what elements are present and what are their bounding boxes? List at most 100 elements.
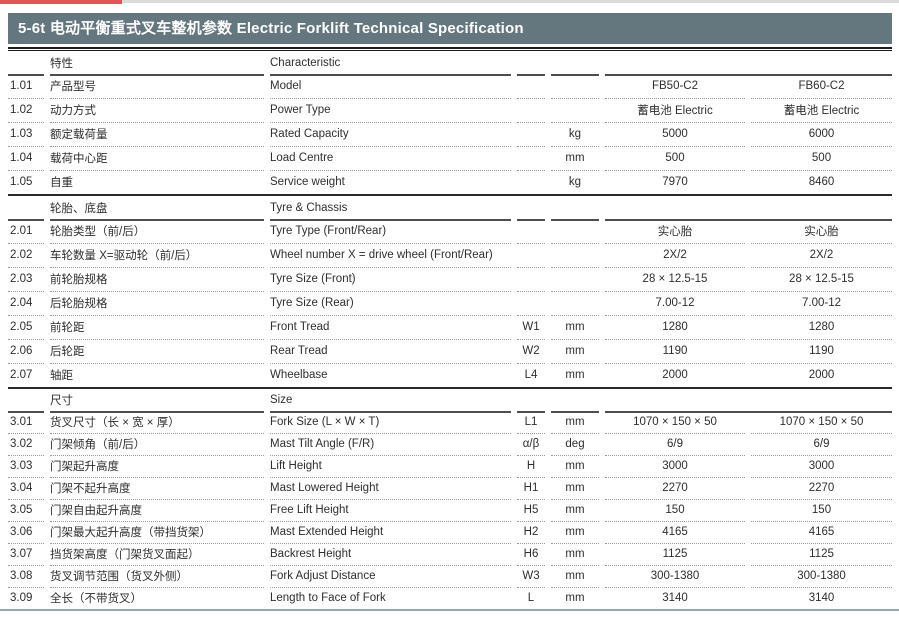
characteristic-cn-text: 门架自由起升高度 — [50, 505, 142, 517]
cell-value-model-2: 8460 — [751, 170, 892, 194]
characteristic-en-text: Service weight — [270, 176, 345, 188]
characteristic-en-text: Mast Extended Height — [270, 526, 384, 538]
value-model-1-text: 2000 — [662, 369, 688, 381]
section-name-en-label: Characteristic — [270, 56, 341, 69]
row-number-text: 3.05 — [10, 504, 33, 516]
cell-characteristic-en: Lift Height — [270, 455, 511, 478]
cell-symbol — [517, 170, 545, 194]
characteristic-en-text: Mast Lowered Height — [270, 482, 379, 494]
cell-value-model-1: 1190 — [605, 339, 745, 364]
cell-unit — [551, 243, 599, 268]
table-row: 3.01 货叉尺寸（长 × 宽 × 厚） Fork Size (L × W × T)… — [8, 411, 892, 434]
cell-characteristic-cn: 后轮距 — [50, 339, 264, 364]
row-number-text: 3.08 — [10, 570, 33, 582]
symbol-text: H2 — [523, 526, 539, 538]
title-divider-thick-line — [8, 47, 892, 49]
table-row: 1.01 产品型号 Model FB50-C2 FB60-C2 — [8, 74, 892, 99]
cell-characteristic-en: Mast Extended Height — [270, 521, 511, 544]
table-row: 2.07 轴距 Wheelbase L4 mm 2000 2000 — [8, 363, 892, 387]
characteristic-en-text: Length to Face of Fork — [270, 592, 386, 604]
section-name-cn-label: 轮胎、底盘 — [50, 202, 108, 215]
section-name-cn-label: 尺寸 — [50, 395, 73, 407]
cell-value-model-2: 2000 — [751, 363, 892, 387]
title-divider — [8, 47, 892, 51]
cell-value-model-1: 2000 — [605, 363, 745, 387]
characteristic-cn-text: 产品型号 — [50, 81, 96, 93]
characteristic-en-text: Backrest Height — [270, 548, 352, 560]
value-model-1-text: 1125 — [662, 548, 688, 560]
value-model-1-text: 28 × 12.5-15 — [642, 273, 708, 285]
cell-unit: deg — [551, 433, 599, 456]
symbol-text: H — [526, 460, 536, 472]
characteristic-en-text: Mast Tilt Angle (F/R) — [270, 438, 375, 450]
table-row: 1.04 载荷中心距 Load Centre mm 500 500 — [8, 146, 892, 171]
table-row: 2.01 轮胎类型（前/后） Tyre Type (Front/Rear) 实心胎 实心… — [8, 219, 892, 244]
unit-text: mm — [565, 570, 585, 582]
row-number-text: 1.02 — [10, 104, 33, 116]
page-title: 5-6t 电动平衡重式叉车整机参数 Electric Forklift Tech… — [18, 20, 524, 37]
value-model-1-text: 2270 — [662, 482, 688, 494]
cell-value-model-2: 3000 — [751, 455, 892, 478]
section-values-spacer — [605, 51, 892, 76]
cell-characteristic-cn: 门架最大起升高度（带挡货架） — [50, 521, 264, 544]
value-model-1-text: 2X/2 — [663, 249, 687, 261]
cell-characteristic-cn: 全长（不带货叉） — [50, 587, 264, 609]
cell-value-model-1: 6/9 — [605, 433, 745, 456]
cell-row-number: 2.07 — [8, 363, 44, 387]
cell-symbol: α/β — [517, 433, 545, 456]
cell-value-model-1: 28 × 12.5-15 — [605, 267, 745, 292]
unit-text: kg — [568, 128, 582, 140]
cell-symbol — [517, 146, 545, 171]
cell-characteristic-en: Model — [270, 74, 511, 99]
row-number-text: 3.07 — [10, 548, 33, 560]
characteristic-cn-text: 轮胎类型（前/后） — [50, 226, 146, 238]
value-model-2-text: 28 × 12.5-15 — [789, 273, 854, 285]
cell-value-model-2: 300-1380 — [751, 565, 892, 588]
value-model-2-text: 500 — [811, 152, 832, 164]
value-model-2-text: 2000 — [808, 369, 835, 381]
cell-unit: mm — [551, 499, 599, 522]
unit-text: mm — [565, 369, 585, 381]
cell-value-model-1: 2270 — [605, 477, 745, 500]
cell-value-model-2: 28 × 12.5-15 — [751, 267, 892, 292]
cell-symbol — [517, 267, 545, 292]
cell-unit: mm — [551, 565, 599, 588]
characteristic-en-text: Rear Tread — [270, 345, 328, 357]
cell-unit: mm — [551, 521, 599, 544]
value-model-1-text: 300-1380 — [650, 570, 700, 582]
section-header-row: 轮胎、底盘 Tyre & Chassis — [8, 196, 892, 221]
cell-value-model-2: 2X/2 — [751, 243, 892, 268]
unit-text: mm — [565, 321, 585, 333]
cell-value-model-2: 1070 × 150 × 50 — [751, 411, 892, 434]
cell-value-model-1: 7970 — [605, 170, 745, 194]
value-model-2-text: 3140 — [808, 592, 835, 604]
characteristic-en-text: Front Tread — [270, 321, 330, 333]
section-name-en-label: Size — [270, 394, 293, 406]
characteristic-cn-text: 车轮数量 X=驱动轮（前/后） — [50, 250, 198, 262]
characteristic-en-text: Rated Capacity — [270, 128, 349, 140]
value-model-2-text: 2270 — [808, 482, 835, 494]
cell-characteristic-cn: 轴距 — [50, 363, 264, 387]
value-model-2-text: 1070 × 150 × 50 — [779, 416, 864, 428]
table-row: 3.08 货叉调节范围（货叉外侧） Fork Adjust Distance W3 mm… — [8, 565, 892, 588]
cell-value-model-1: 7.00-12 — [605, 291, 745, 316]
characteristic-en-text: Lift Height — [270, 460, 322, 472]
cell-value-model-2: 4165 — [751, 521, 892, 544]
section-header-row: 尺寸 Size — [8, 389, 892, 413]
cell-characteristic-en: Mast Tilt Angle (F/R) — [270, 433, 511, 456]
cell-symbol — [517, 122, 545, 147]
cell-characteristic-en: Free Lift Height — [270, 499, 511, 522]
table-section: 特性 Characteristic 1.01 产品型号 Model FB50-C2 FB60… — [8, 51, 892, 194]
cell-characteristic-en: Rear Tread — [270, 339, 511, 364]
value-model-1-text: 7.00-12 — [655, 297, 695, 309]
characteristic-cn-text: 前轮胎规格 — [50, 274, 108, 286]
value-model-2-text: 8460 — [808, 176, 835, 188]
section-values-spacer — [605, 389, 892, 413]
row-number-text: 1.03 — [10, 128, 33, 140]
characteristic-cn-text: 后轮距 — [50, 346, 85, 358]
cell-characteristic-en: Wheelbase — [270, 363, 511, 387]
cell-value-model-2: 3140 — [751, 587, 892, 609]
cell-value-model-1: 蓄电池 Electric — [605, 98, 745, 123]
